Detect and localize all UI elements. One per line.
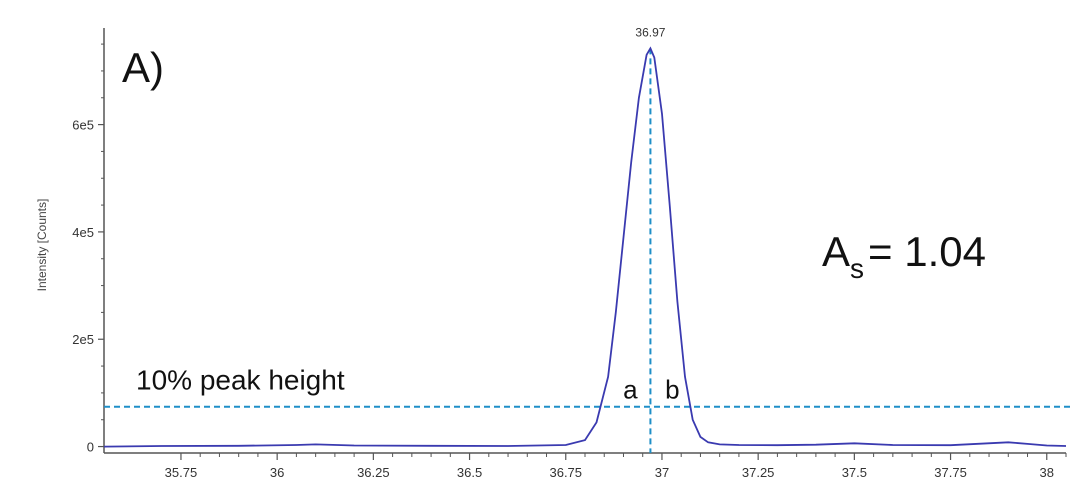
series-line [103, 46, 1067, 448]
panel-label: A) [122, 44, 164, 91]
y-tick-label: 6e5 [72, 118, 94, 133]
x-ticks: 35.753636.2536.536.753737.2537.537.75383… [165, 453, 1067, 480]
asymmetry-subscript: s [850, 253, 864, 284]
y-tick-label: 2e5 [72, 332, 94, 347]
peak-apex-label: 36.97 [635, 25, 665, 39]
threshold: 10% peak height [104, 365, 1074, 408]
x-tick-label: 36.25 [357, 465, 390, 480]
y-tick-label: 0 [87, 440, 94, 455]
y-ticks: 0 2e5 4e5 6e5 [72, 43, 104, 455]
marker-b-label: b [665, 375, 679, 405]
threshold-label: 10% peak height [136, 365, 345, 396]
asymmetry-label: As= 1.04 [822, 228, 986, 284]
y-tick-label: 4e5 [72, 225, 94, 240]
x-tick-label: 36 [270, 465, 284, 480]
x-tick-label: 38 [1040, 465, 1054, 480]
x-tick-label: 37.5 [842, 465, 867, 480]
x-tick-label: 35.75 [165, 465, 198, 480]
x-tick-label: 36.75 [549, 465, 582, 480]
x-tick-label: 37.25 [742, 465, 775, 480]
x-tick-label: 37 [655, 465, 669, 480]
x-tick-label: 36.5 [457, 465, 482, 480]
y-axis-title: Intensity [Counts] [35, 199, 49, 292]
x-tick-label: 37.75 [934, 465, 967, 480]
marker-a-label: a [623, 375, 638, 405]
asymmetry-base: A [822, 228, 850, 275]
asymmetry-value: = 1.04 [868, 228, 986, 275]
